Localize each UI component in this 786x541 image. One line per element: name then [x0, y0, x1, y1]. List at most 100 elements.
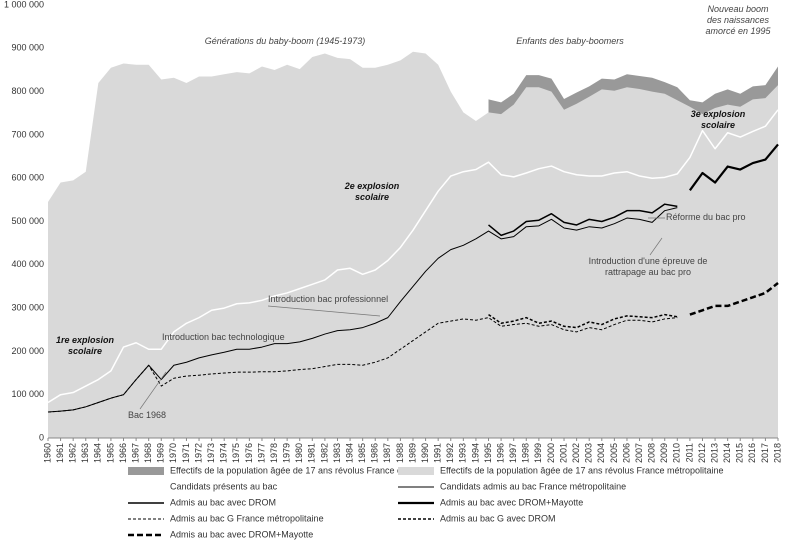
x-tick-label: 1967 [130, 443, 140, 463]
x-tick-label: 2002 [571, 443, 581, 463]
x-tick-label: 2003 [584, 443, 594, 463]
y-tick-label: 900 000 [11, 43, 44, 53]
x-tick-label: 2011 [684, 443, 694, 462]
x-tick-label: 1973 [206, 443, 216, 463]
x-tick-label: 1977 [256, 443, 266, 463]
annotation: Bac 1968 [128, 410, 166, 420]
x-tick-label: 2001 [558, 443, 568, 463]
x-tick-label: 1998 [521, 443, 531, 463]
x-tick-label: 1988 [395, 443, 405, 463]
y-tick-label: 300 000 [11, 302, 44, 312]
x-tick-label: 1982 [319, 443, 329, 463]
line [47, 317, 678, 413]
annotation-line: rattrapage au bac pro [605, 267, 691, 277]
annotation: 2e explosion scolaire [344, 181, 400, 202]
annotation: Introduction bac professionnel [268, 294, 388, 304]
x-tick-label: 2018 [772, 443, 782, 463]
annotation: 3e explosion scolaire [691, 109, 746, 130]
y-tick-label: 600 000 [11, 173, 44, 183]
annotation-line: Introduction d'une épreuve de [589, 256, 708, 266]
annotation-line: Introduction bac professionnel [268, 294, 388, 304]
annotation: Réforme du bac pro [666, 212, 746, 222]
x-tick-label: 2004 [596, 443, 606, 463]
line [689, 282, 779, 316]
x-tick-label: 1965 [105, 443, 115, 463]
y-tick-label: 100 000 [11, 389, 44, 399]
annotation-line: Introduction bac technologique [162, 332, 285, 342]
x-tick-label: 1981 [307, 443, 317, 463]
legend-label: Candidats admis au bac France métropolit… [440, 481, 626, 491]
annotation-arrow [139, 371, 167, 410]
legend-label: Effectifs de la population âgée de 17 an… [170, 465, 425, 475]
x-tick-label: 2008 [647, 443, 657, 463]
annotation: Générations du baby-boom (1945-1973) [205, 36, 366, 46]
legend-label: Admis au bac G France métropolitaine [170, 513, 324, 523]
x-tick-label: 1993 [458, 443, 468, 463]
x-tick-label: 2014 [722, 443, 732, 463]
annotation-line: Générations du baby-boom (1945-1973) [205, 36, 366, 46]
x-tick-label: 1975 [231, 443, 241, 463]
annotation-line: 1re explosion [56, 335, 115, 345]
x-tick-label: 1962 [68, 443, 78, 463]
x-tick-label: 1970 [168, 443, 178, 463]
x-tick-label: 1986 [370, 443, 380, 463]
legend-label: Candidats présents au bac [170, 481, 278, 491]
x-tick-label: 1964 [93, 443, 103, 463]
line [47, 207, 678, 413]
x-tick-label: 1997 [508, 443, 518, 463]
legend-swatch [398, 467, 434, 475]
x-tick-label: 1994 [470, 443, 480, 463]
y-tick-label: 700 000 [11, 129, 44, 139]
x-tick-label: 1969 [156, 443, 166, 463]
x-tick-label: 1968 [143, 443, 153, 463]
x-tick-label: 1992 [445, 443, 455, 463]
x-tick-label: 2016 [747, 443, 757, 463]
x-tick-label: 1961 [55, 443, 65, 463]
x-tick-label: 2010 [672, 443, 682, 463]
x-tick-label: 1979 [282, 443, 292, 463]
line [47, 109, 779, 404]
annotation-line: Nouveau boom [707, 4, 769, 14]
x-tick-label: 1996 [495, 443, 505, 463]
x-tick-label: 2015 [735, 443, 745, 463]
area [48, 51, 778, 438]
x-tick-label: 2009 [659, 443, 669, 463]
x-tick-label: 2006 [621, 443, 631, 463]
annotation-line: 2e explosion [344, 181, 400, 191]
x-tick-label: 1985 [357, 443, 367, 463]
axes: 0 100 000 200 000 300 000 400 000 500 000 600 … [4, 0, 782, 463]
areas [48, 51, 778, 439]
annotation: Nouveau boom des naissances amorcé en 1995 [705, 4, 771, 36]
x-tick-label: 1966 [118, 443, 128, 463]
x-tick-label: 1980 [294, 443, 304, 463]
x-tick-label: 2007 [634, 443, 644, 463]
annotation-line: Enfants des baby-boomers [516, 36, 624, 46]
x-tick-label: 1991 [433, 443, 443, 463]
legend-label: Admis au bac avec DROM [170, 497, 276, 507]
x-tick-label: 1995 [483, 443, 493, 463]
line [488, 203, 678, 237]
legend-label: Admis au bac avec DROM+Mayotte [170, 529, 313, 539]
legend-label: Admis au bac avec DROM+Mayotte [440, 497, 583, 507]
x-tick-label: 2005 [609, 443, 619, 463]
line [488, 313, 678, 329]
annotations: Générations du baby-boom (1945-1973) Enfa… [56, 4, 772, 420]
legend: Effectifs de la population âgée de 17 an… [128, 465, 724, 539]
annotation-line: amorcé en 1995 [705, 26, 771, 36]
annotation-arrow [267, 305, 381, 317]
x-tick-label: 1987 [382, 443, 392, 463]
annotation-line: Réforme du bac pro [666, 212, 746, 222]
x-tick-label: 1989 [407, 443, 417, 463]
annotation: 1re explosion scolaire [56, 335, 115, 356]
annotation: Introduction bac technologique [162, 332, 285, 342]
x-tick-label: 1978 [269, 443, 279, 463]
y-tick-label: 200 000 [11, 346, 44, 356]
legend-label: Effectifs de la population âgée de 17 an… [440, 465, 724, 475]
y-tick-label: 500 000 [11, 216, 44, 226]
y-tick-label: 400 000 [11, 259, 44, 269]
y-tick-label: 800 000 [11, 86, 44, 96]
x-tick-label: 1983 [332, 443, 342, 463]
y-tick-label: 1 000 000 [4, 0, 44, 9]
annotation-line: scolaire [701, 120, 735, 130]
